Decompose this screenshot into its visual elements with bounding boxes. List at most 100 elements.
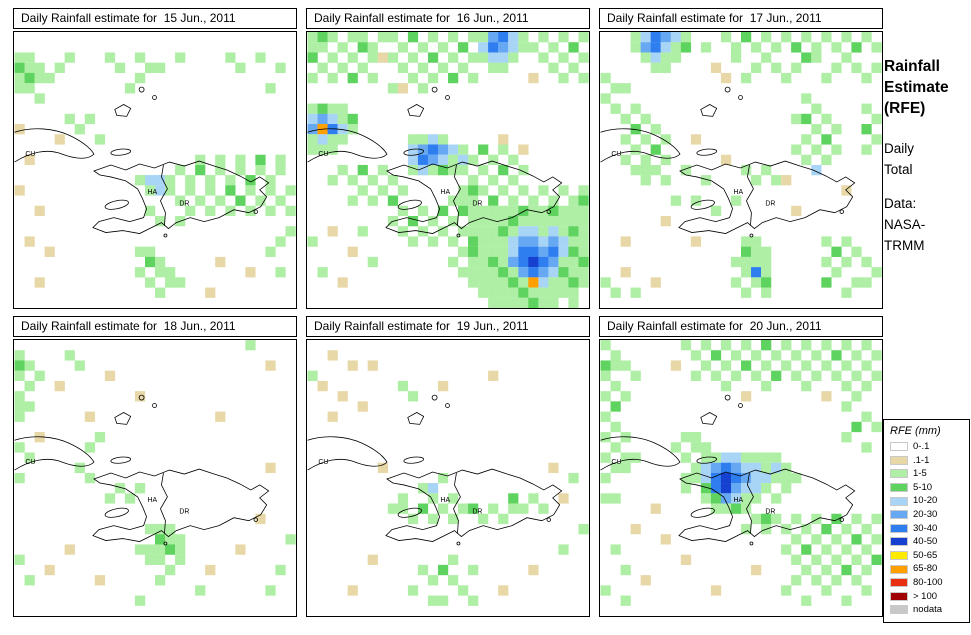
rainfall-map: CU HA DR: [306, 31, 590, 309]
rain-cell: [578, 215, 589, 227]
rain-cell: [265, 462, 276, 474]
island-coastline: [407, 412, 425, 425]
rain-cell: [741, 391, 752, 402]
rain-cell: [448, 236, 459, 247]
rain-cell: [781, 472, 792, 484]
rain-cell: [558, 52, 569, 63]
rain-cell: [144, 246, 156, 257]
rain-cell: [518, 277, 529, 288]
rain-cell: [741, 493, 752, 504]
rain-cell: [478, 226, 489, 237]
haiti-dr-border: [160, 472, 168, 534]
rain-cell: [104, 52, 116, 63]
rain-cell: [195, 154, 206, 166]
rain-cell: [478, 256, 489, 268]
rain-cell: [134, 595, 146, 606]
rain-cell: [357, 226, 368, 237]
rain-cell: [548, 62, 559, 74]
coastlines: [14, 394, 270, 546]
map-label: HA: [734, 497, 744, 504]
rain-cell: [14, 350, 25, 361]
rain-cell: [185, 185, 196, 196]
rain-cell: [518, 503, 529, 514]
rain-cell: [861, 585, 872, 596]
legend-item: .1-1: [890, 454, 964, 468]
rain-cell: [165, 267, 176, 278]
legend-swatch: [890, 564, 908, 574]
legend-label: nodata: [913, 604, 943, 616]
rain-cell: [245, 205, 256, 217]
rain-cell: [427, 32, 439, 43]
rain-cell: [255, 195, 266, 206]
panel-title: Daily Rainfall estimate for 15 Jun., 201…: [13, 8, 297, 29]
rain-cell: [235, 544, 246, 555]
rain-cell: [14, 411, 25, 422]
rain-cell: [235, 195, 246, 206]
rain-cell: [337, 113, 348, 125]
rain-cell: [568, 195, 579, 206]
rain-cell: [610, 544, 621, 555]
rain-cell: [781, 462, 792, 474]
rain-cell: [407, 32, 419, 43]
rain-cell: [690, 134, 702, 145]
map-panel-15jun: Daily Rainfall estimate for 15 Jun., 201…: [13, 8, 297, 309]
rain-cell: [317, 42, 328, 53]
rain-cell: [437, 595, 449, 606]
rain-cell: [610, 442, 621, 453]
rain-cell: [761, 380, 772, 392]
rain-cell: [751, 564, 762, 576]
rain-cell: [478, 52, 489, 63]
coastlines: [600, 394, 856, 546]
rain-cell: [851, 277, 862, 288]
map-grid: Daily Rainfall estimate for 15 Jun., 201…: [13, 8, 883, 617]
rain-cell: [781, 483, 792, 494]
rain-cell: [448, 575, 459, 586]
rain-cell: [578, 32, 589, 43]
rain-cell: [265, 246, 276, 257]
rain-cell: [831, 513, 842, 525]
rain-cell: [427, 215, 439, 227]
rain-cell: [448, 72, 459, 84]
rain-cell: [307, 103, 318, 114]
rain-cell: [741, 452, 752, 463]
rain-cell: [498, 52, 509, 63]
rain-cell: [265, 83, 276, 94]
rain-cell: [791, 62, 802, 74]
rain-cell: [841, 236, 852, 247]
rain-cell: [558, 32, 569, 43]
rain-cell: [821, 236, 832, 247]
rain-cell: [357, 401, 368, 412]
rain-cell: [205, 205, 216, 217]
rain-cell: [781, 585, 792, 596]
rain-cell: [548, 246, 559, 257]
rain-cell: [64, 52, 75, 63]
rain-cell: [518, 205, 529, 217]
rain-cell: [568, 256, 579, 268]
rain-cell: [74, 124, 85, 135]
rain-cell: [215, 164, 226, 176]
rain-cell: [538, 32, 549, 43]
haiti-dr-border: [746, 472, 754, 534]
rain-cell: [568, 472, 579, 484]
legend-title: RFE (mm): [890, 425, 941, 437]
rain-cell: [558, 287, 569, 298]
rain-cell: [34, 277, 45, 288]
rain-cell: [104, 493, 116, 504]
island-coastline: [445, 403, 450, 408]
hispaniola-coastline: [678, 468, 856, 542]
rain-cell: [54, 134, 65, 145]
rain-cell: [690, 432, 702, 443]
legend-swatch: [890, 578, 908, 588]
rain-cell: [660, 52, 671, 63]
rain-cell: [751, 452, 762, 463]
rain-cell: [337, 391, 348, 402]
rain-cell: [478, 287, 489, 298]
panel-title: Daily Rainfall estimate for 20 Jun., 201…: [599, 316, 883, 337]
rain-cell: [831, 124, 842, 135]
rain-cell: [458, 164, 469, 176]
rain-cell: [861, 340, 872, 351]
rain-cell: [327, 226, 338, 237]
rain-cell: [861, 144, 872, 155]
rain-cell: [811, 144, 822, 155]
map-panel-17jun: Daily Rainfall estimate for 17 Jun., 201…: [599, 8, 883, 309]
